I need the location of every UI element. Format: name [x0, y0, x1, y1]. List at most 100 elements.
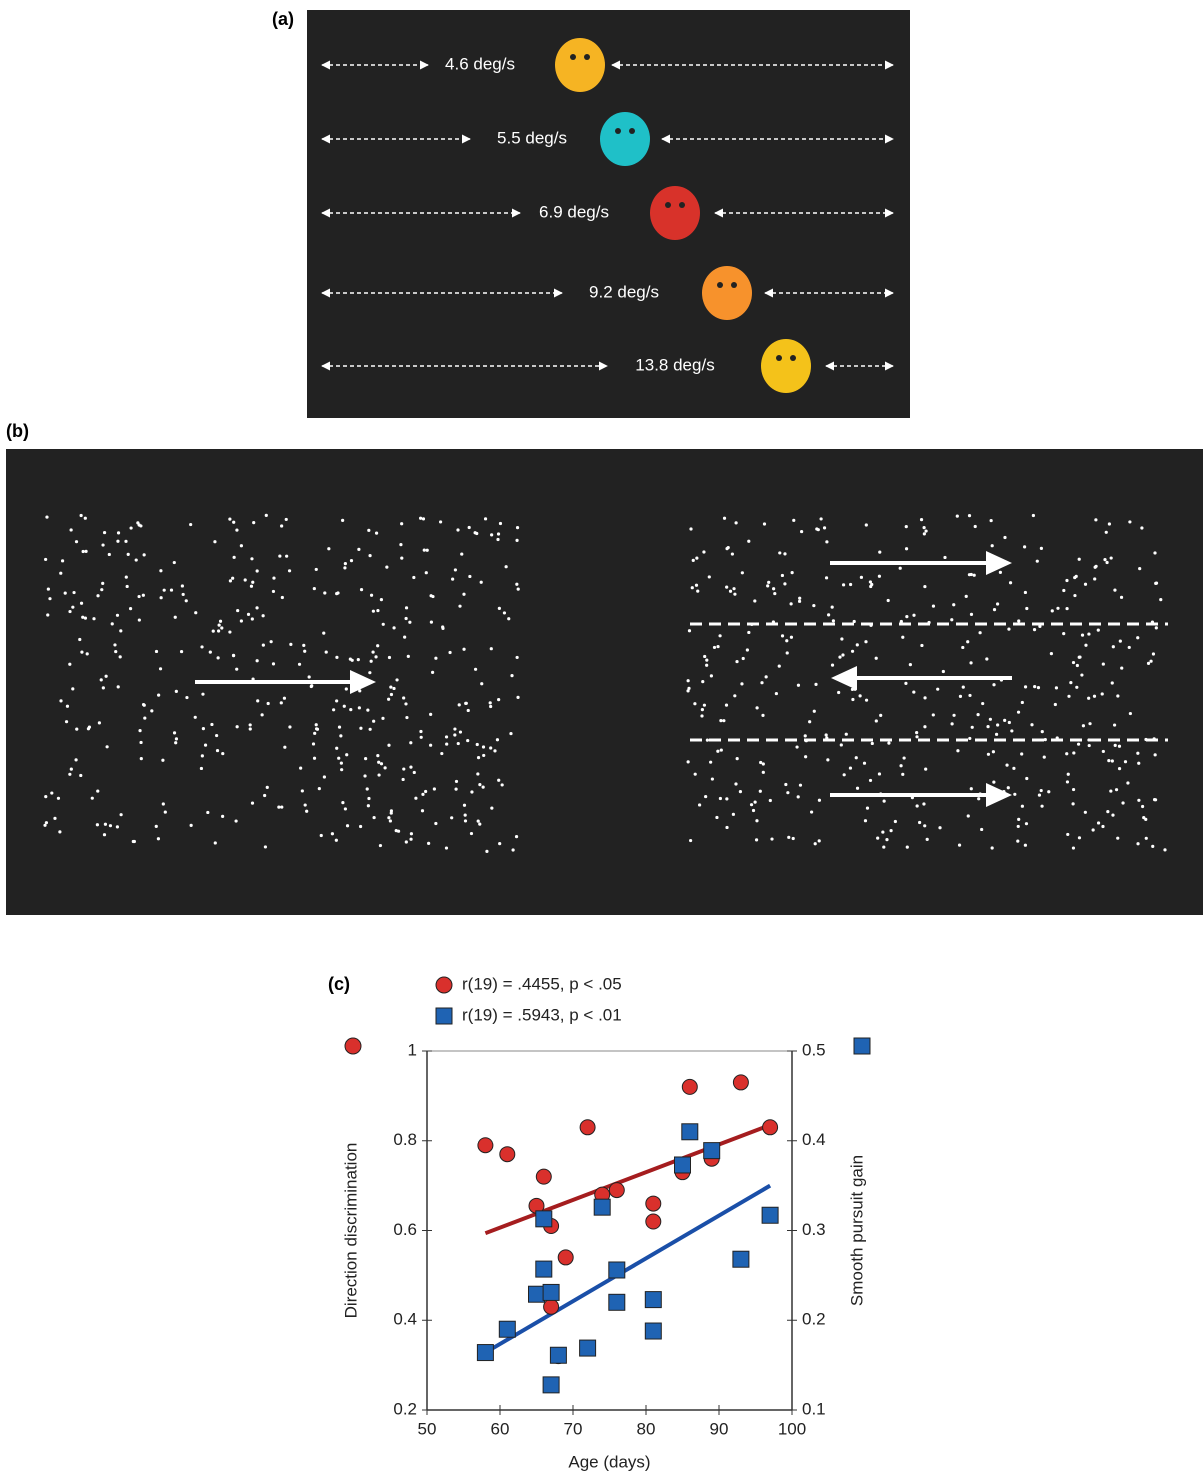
dot [755, 819, 758, 822]
dot-field [448, 651, 451, 654]
dot [903, 756, 906, 759]
dot [1103, 558, 1106, 561]
dot-field [429, 744, 432, 747]
dot-field [958, 844, 961, 847]
dot [800, 530, 803, 533]
dot-field [174, 616, 177, 619]
toy-detail [665, 202, 671, 208]
dot-field [1149, 660, 1152, 663]
dot [298, 663, 301, 666]
dot [91, 797, 94, 800]
dot-field [1010, 729, 1013, 732]
dot-field [1017, 825, 1020, 828]
dot-field [453, 727, 456, 730]
dot-field [1041, 730, 1044, 733]
dot-field [75, 540, 78, 543]
dot-field [709, 761, 712, 764]
dot [1151, 845, 1154, 848]
dot [482, 745, 485, 748]
dot [959, 695, 962, 698]
dot [715, 816, 718, 819]
dot-field [155, 825, 158, 828]
dot-field [468, 575, 471, 578]
speed-label: 5.5 deg/s [497, 128, 567, 147]
dot [270, 640, 273, 643]
data-point [733, 1251, 749, 1267]
dot-field [256, 569, 259, 572]
dot [905, 547, 908, 550]
dot [706, 739, 709, 742]
dot [256, 659, 259, 662]
dot [956, 749, 959, 752]
dot-field [235, 668, 238, 671]
dot-field [266, 786, 269, 789]
dot-field [1155, 626, 1158, 629]
dot [59, 572, 62, 575]
dot-field [380, 762, 383, 765]
dot [302, 644, 305, 647]
dot-field [1119, 639, 1122, 642]
dot [251, 802, 254, 805]
dot-field [389, 686, 392, 689]
dot [1113, 723, 1116, 726]
dot-field [700, 714, 703, 717]
dot [741, 571, 744, 574]
dot-field [493, 749, 496, 752]
dot [736, 757, 739, 760]
dot-field [1033, 628, 1036, 631]
dot [840, 637, 843, 640]
dot-field [938, 826, 941, 829]
dot-field [515, 835, 518, 838]
dot [760, 681, 763, 684]
dot-field [423, 548, 426, 551]
dot [761, 714, 764, 717]
dot [439, 520, 442, 523]
dot [380, 598, 383, 601]
dot [1084, 811, 1087, 814]
dot [71, 606, 74, 609]
dot-field [798, 597, 801, 600]
dot-field [1087, 697, 1090, 700]
dot [119, 629, 122, 632]
dot-field [232, 521, 235, 524]
dot [970, 573, 973, 576]
dot [731, 552, 734, 555]
dot [746, 648, 749, 651]
dot [992, 780, 995, 783]
dot-field [510, 674, 513, 677]
dot-field [366, 709, 369, 712]
dot [74, 758, 77, 761]
dot-field [457, 742, 460, 745]
dot [299, 767, 302, 770]
dot [781, 574, 784, 577]
dot-field [1021, 701, 1024, 704]
dot-field [454, 788, 457, 791]
dot-field [936, 688, 939, 691]
dot-field [374, 655, 377, 658]
dot [137, 595, 140, 598]
dot [499, 522, 502, 525]
dot-field [1075, 686, 1078, 689]
dot [799, 784, 802, 787]
dot [732, 587, 735, 590]
dot [387, 744, 390, 747]
dot-field [380, 598, 383, 601]
dot-field [202, 727, 205, 730]
dot-field [976, 713, 979, 716]
dot [221, 752, 224, 755]
dot-field [497, 698, 500, 701]
dot-field [970, 573, 973, 576]
dot-field [139, 524, 142, 527]
dot-field [1154, 753, 1157, 756]
dot [792, 837, 795, 840]
dot-field [747, 631, 750, 634]
dot [233, 556, 236, 559]
dot-field [332, 708, 335, 711]
dot-field [68, 610, 71, 613]
dot-field [408, 621, 411, 624]
dot [1017, 619, 1020, 622]
dot-field [103, 531, 106, 534]
dot-field [109, 824, 112, 827]
dot-field [456, 528, 459, 531]
dot [228, 630, 231, 633]
